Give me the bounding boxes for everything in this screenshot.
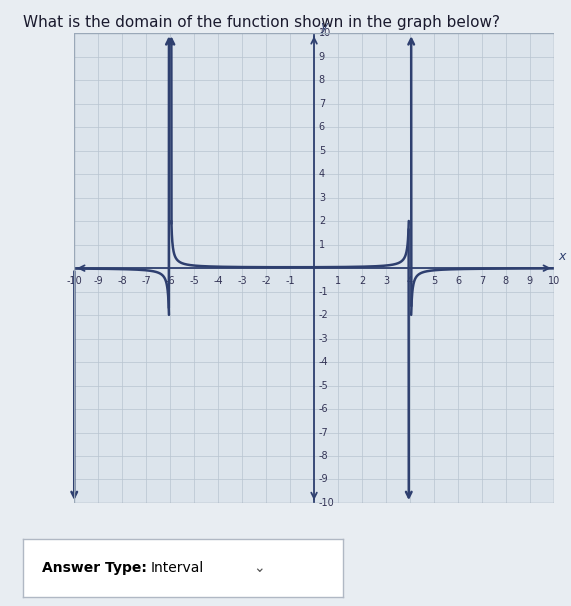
Text: -8: -8 [118, 276, 127, 287]
Text: -4: -4 [214, 276, 223, 287]
Text: x: x [558, 250, 566, 263]
Text: 8: 8 [319, 75, 325, 85]
Text: -3: -3 [238, 276, 247, 287]
Text: 1: 1 [319, 239, 325, 250]
Text: -9: -9 [94, 276, 103, 287]
Text: -2: -2 [319, 310, 328, 320]
Text: -1: -1 [286, 276, 295, 287]
Text: 2: 2 [359, 276, 365, 287]
Text: -4: -4 [319, 357, 328, 367]
Text: 2: 2 [319, 216, 325, 226]
Text: -10: -10 [319, 498, 335, 508]
Text: 5: 5 [319, 145, 325, 156]
Text: -8: -8 [319, 451, 328, 461]
Text: What is the domain of the function shown in the graph below?: What is the domain of the function shown… [23, 15, 500, 30]
Text: 1: 1 [335, 276, 341, 287]
Text: 6: 6 [319, 122, 325, 132]
Text: 7: 7 [319, 99, 325, 109]
Text: -10: -10 [66, 276, 82, 287]
Text: 9: 9 [319, 52, 325, 62]
Text: 7: 7 [479, 276, 485, 287]
Text: -6: -6 [166, 276, 175, 287]
Text: -1: -1 [319, 287, 328, 297]
Text: -5: -5 [319, 381, 328, 391]
Text: Interval: Interval [151, 561, 204, 575]
Text: -7: -7 [141, 276, 151, 287]
Text: 6: 6 [455, 276, 461, 287]
Text: -9: -9 [319, 474, 328, 485]
Text: 3: 3 [383, 276, 389, 287]
Text: 4: 4 [407, 276, 413, 287]
Text: 8: 8 [503, 276, 509, 287]
Text: 3: 3 [319, 193, 325, 203]
Text: 4: 4 [319, 169, 325, 179]
Text: ⌄: ⌄ [253, 561, 265, 575]
Text: 10: 10 [548, 276, 560, 287]
Text: -2: -2 [261, 276, 271, 287]
Text: -5: -5 [189, 276, 199, 287]
Text: 9: 9 [527, 276, 533, 287]
Text: -7: -7 [319, 427, 328, 438]
Text: 5: 5 [431, 276, 437, 287]
Text: 10: 10 [319, 28, 331, 38]
Text: -6: -6 [319, 404, 328, 414]
Text: Answer Type:: Answer Type: [42, 561, 147, 575]
Text: y: y [320, 20, 327, 33]
Text: -3: -3 [319, 333, 328, 344]
